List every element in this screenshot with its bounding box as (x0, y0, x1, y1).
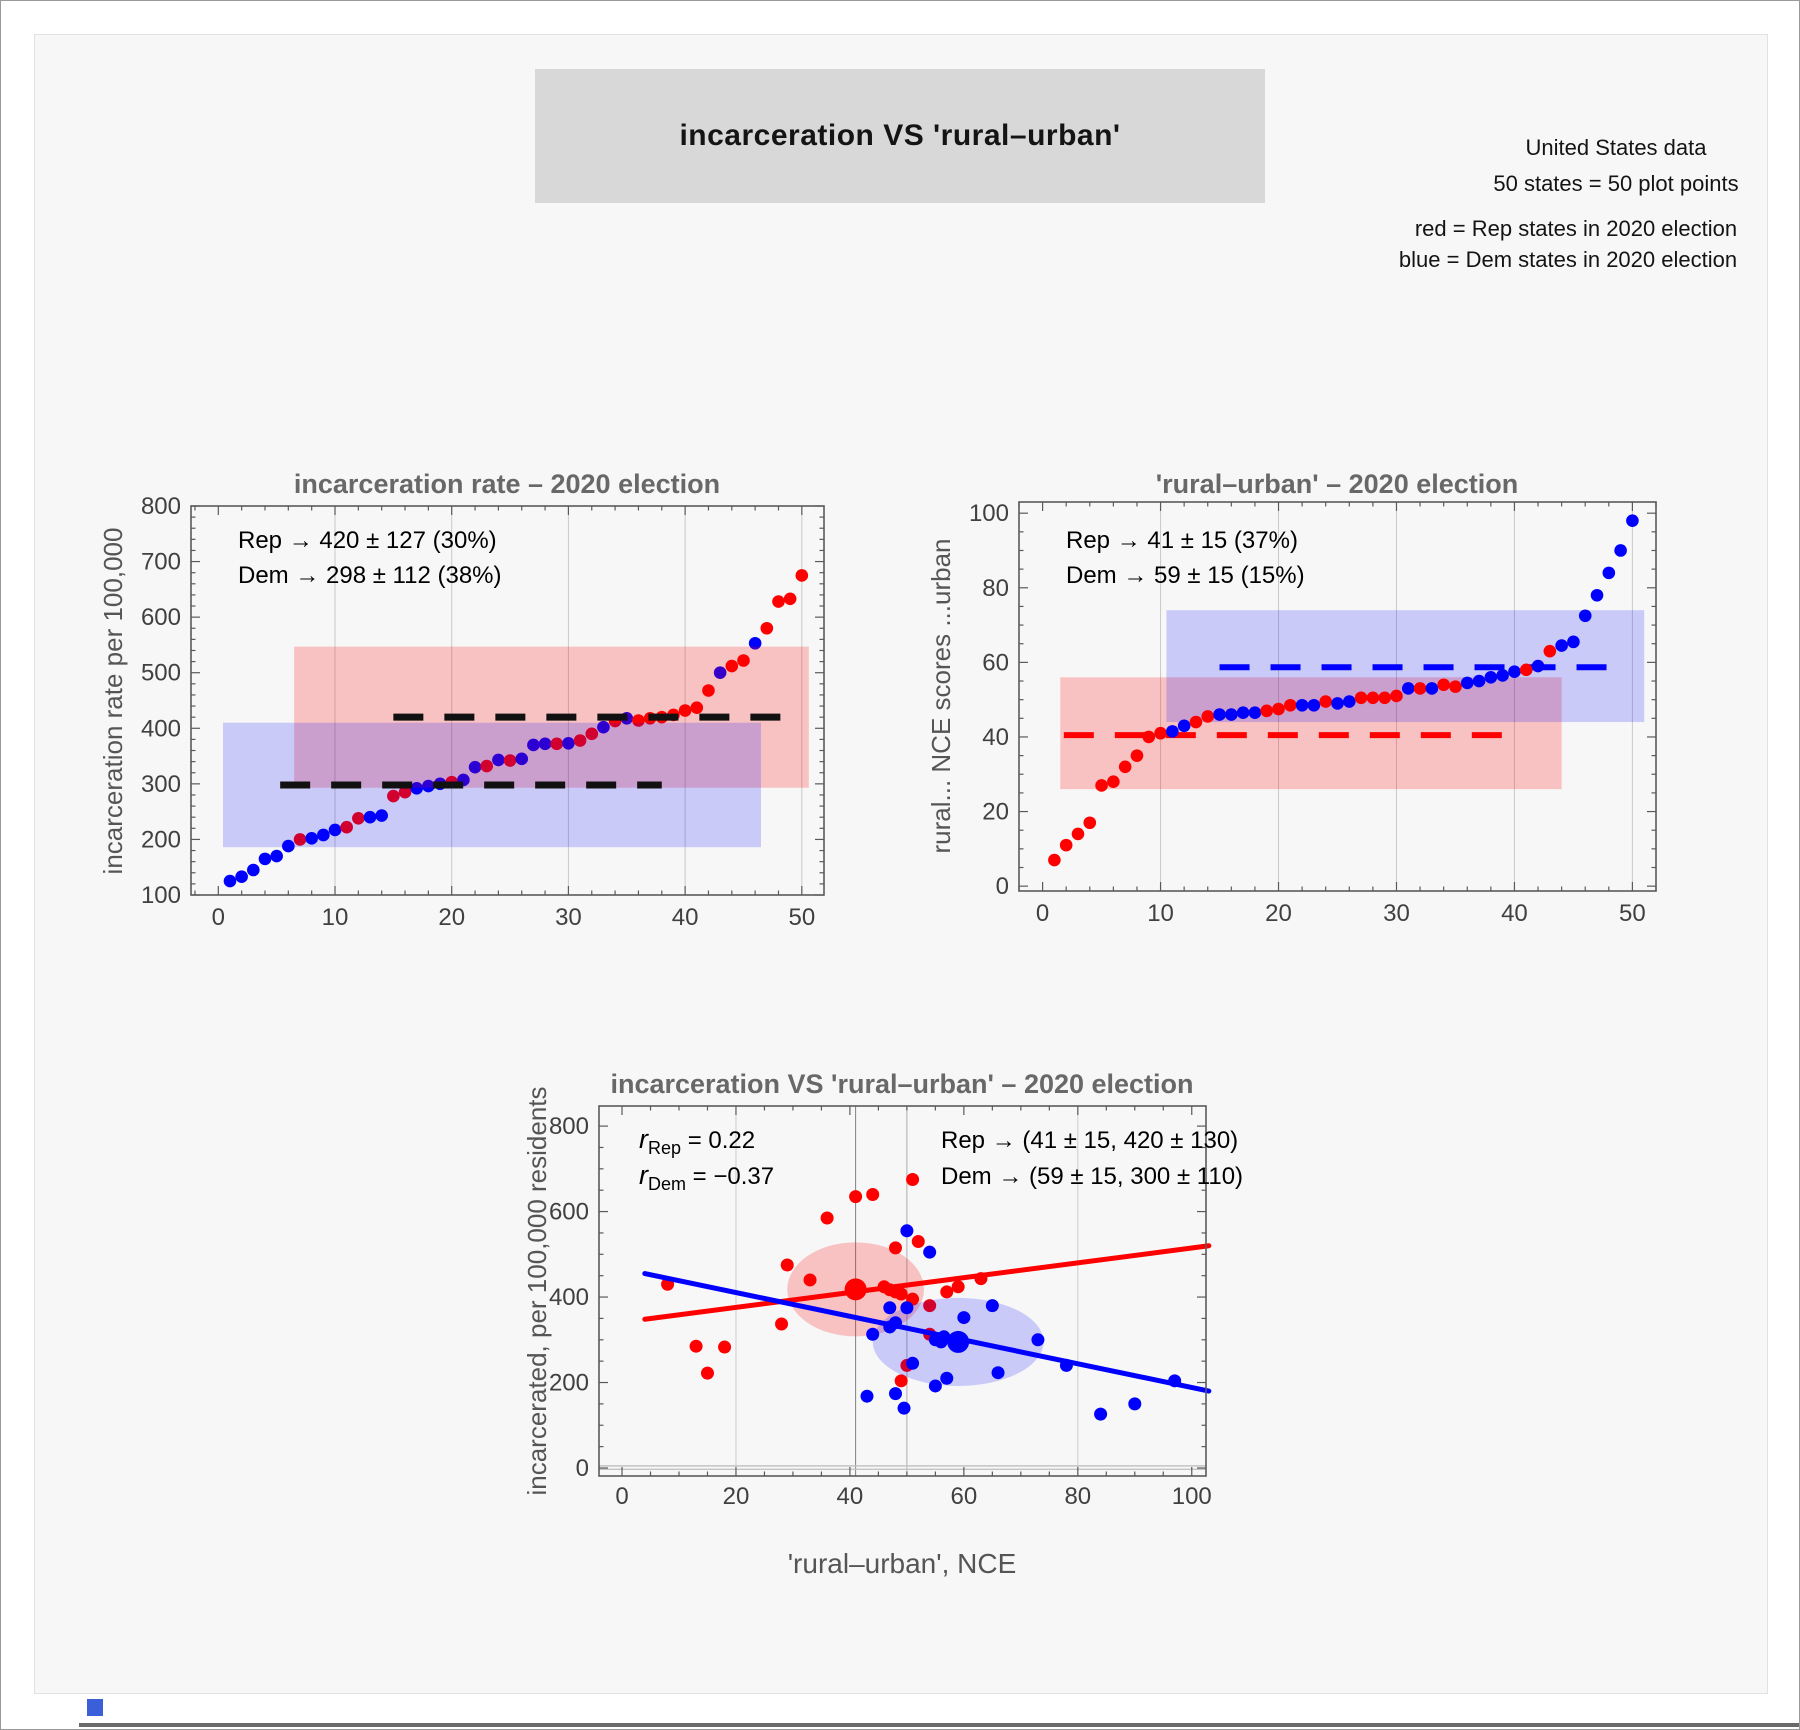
svg-text:20: 20 (723, 1483, 750, 1510)
svg-text:10: 10 (322, 904, 349, 931)
svg-text:0: 0 (576, 1455, 589, 1482)
info-line-data-source: United States data (1525, 135, 1707, 160)
svg-text:100: 100 (969, 500, 1009, 527)
chart3-title: incarceration VS 'rural–urban' – 2020 el… (610, 1069, 1193, 1099)
chart2-annotation-dem: Dem → 59 ± 15 (15%) (1066, 562, 1305, 589)
chart3-y-axis-label: incarcerated, per 100,000 residents (522, 1086, 552, 1495)
svg-text:400: 400 (141, 715, 181, 742)
chart3-annotation-r-rep: rRep = 0.22 (639, 1124, 755, 1158)
svg-text:100: 100 (141, 882, 181, 909)
chart1-y-axis-label: incarceration rate per 100,000 (98, 528, 128, 875)
svg-text:30: 30 (555, 904, 582, 931)
svg-text:600: 600 (549, 1199, 589, 1226)
bottom-left-blue-chip (87, 1699, 103, 1716)
svg-text:40: 40 (1501, 900, 1528, 927)
chart3-annotation-mean-rep: Rep → (41 ± 15, 420 ± 130) (941, 1127, 1238, 1154)
svg-text:0: 0 (212, 904, 225, 931)
svg-text:300: 300 (141, 771, 181, 798)
svg-text:30: 30 (1383, 900, 1410, 927)
svg-text:80: 80 (1064, 1483, 1091, 1510)
svg-text:0: 0 (615, 1483, 628, 1510)
svg-text:600: 600 (141, 604, 181, 631)
svg-text:200: 200 (549, 1370, 589, 1397)
chart-incarceration-vs-rural-urban: 0 20 40 60 80 100 0 200 400 600 800 (549, 1105, 1212, 1510)
svg-text:50: 50 (788, 904, 815, 931)
chart1-title: incarceration rate – 2020 election (294, 469, 720, 499)
chart3-annotation-r-dem: rDem = −0.37 (639, 1160, 774, 1194)
window-bottom-edge (79, 1723, 1799, 1727)
svg-text:700: 700 (141, 549, 181, 576)
svg-text:40: 40 (837, 1483, 864, 1510)
svg-text:80: 80 (982, 575, 1009, 602)
svg-text:10: 10 (1147, 900, 1174, 927)
svg-text:0: 0 (1036, 900, 1049, 927)
svg-text:100: 100 (1172, 1483, 1212, 1510)
info-line-points: 50 states = 50 plot points (1493, 171, 1739, 196)
svg-text:20: 20 (438, 904, 465, 931)
chart2-title: 'rural–urban' – 2020 election (1156, 469, 1519, 499)
svg-text:800: 800 (549, 1113, 589, 1140)
svg-text:50: 50 (1619, 900, 1646, 927)
svg-text:800: 800 (141, 493, 181, 520)
chart2-annotation-rep: Rep → 41 ± 15 (37%) (1066, 527, 1298, 554)
legend-line-dem: blue = Dem states in 2020 election (1398, 247, 1738, 272)
svg-text:20: 20 (982, 799, 1009, 826)
svg-text:40: 40 (982, 724, 1009, 751)
legend-line-rep: red = Rep states in 2020 election (1414, 216, 1738, 241)
chart-incarceration-rank: 0 10 20 30 40 50 100 200 300 400 500 600 700 800 (141, 493, 825, 931)
chart-rural-urban-rank: 0 10 20 30 40 50 0 20 40 60 80 100 (969, 500, 1657, 927)
chart1-annotation-dem: Dem → 298 ± 112 (38%) (238, 562, 502, 589)
chart3-annotation-mean-dem: Dem → (59 ± 15, 300 ± 110) (941, 1163, 1243, 1190)
svg-text:500: 500 (141, 660, 181, 687)
figure-title: incarceration VS 'rural–urban' (679, 119, 1121, 152)
svg-text:60: 60 (982, 649, 1009, 676)
svg-text:20: 20 (1265, 900, 1292, 927)
chart2-y-axis-label: rural... NCE scores ...urban (926, 539, 956, 854)
figure-title-bar: incarceration VS 'rural–urban' (535, 69, 1265, 203)
svg-text:400: 400 (549, 1284, 589, 1311)
svg-text:200: 200 (141, 826, 181, 853)
figure-panel (34, 34, 1768, 1694)
svg-text:60: 60 (951, 1483, 978, 1510)
chart3-x-axis-label: 'rural–urban', NCE (788, 1548, 1017, 1579)
svg-text:0: 0 (996, 873, 1009, 900)
chart1-annotation-rep: Rep → 420 ± 127 (30%) (238, 527, 497, 554)
svg-text:40: 40 (672, 904, 699, 931)
